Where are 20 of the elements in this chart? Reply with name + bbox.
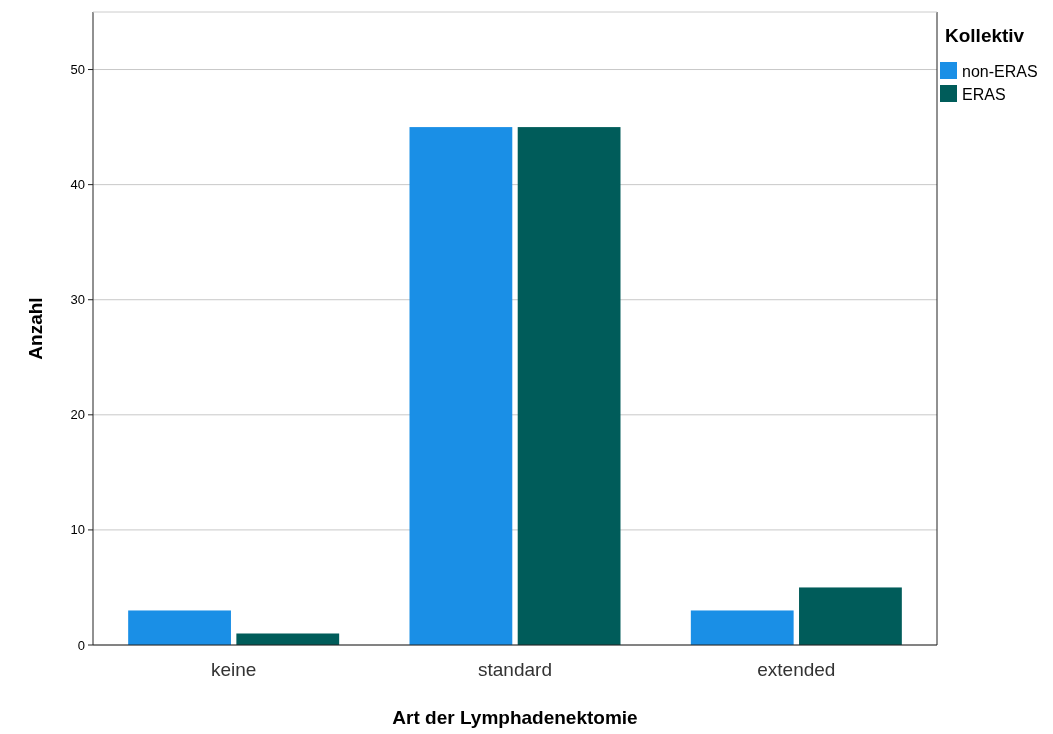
- legend-label: ERAS: [962, 85, 1006, 103]
- bar: [690, 610, 794, 645]
- y-tick-label: 20: [70, 407, 85, 423]
- x-tick-label: keine: [210, 659, 257, 680]
- x-tick-label: extended: [757, 659, 836, 680]
- bar: [517, 127, 621, 645]
- bar: [799, 587, 902, 645]
- bar: [409, 127, 513, 645]
- bar: [128, 610, 231, 645]
- bar: [236, 633, 340, 645]
- y-tick-label: 10: [70, 522, 85, 538]
- y-tick-label: 0: [77, 637, 85, 653]
- legend-label: non-ERAS: [962, 62, 1038, 80]
- y-tick-label: 40: [70, 177, 85, 193]
- y-tick-label: 50: [70, 62, 85, 78]
- x-axis-title: Art der Lymphadenektomie: [392, 707, 638, 728]
- x-tick-label: standard: [478, 659, 552, 680]
- y-axis-title: Anzahl: [25, 297, 46, 360]
- y-tick-label: 30: [70, 292, 85, 308]
- legend-title: Kollektiv: [945, 25, 1025, 46]
